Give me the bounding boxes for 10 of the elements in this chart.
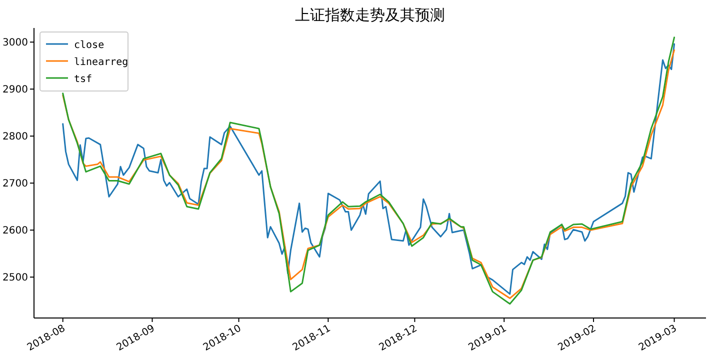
chart-title: 上证指数走势及其预测 — [295, 6, 445, 24]
y-tick-label: 2800 — [2, 132, 28, 143]
y-tick-label: 2600 — [2, 226, 28, 237]
legend-label: close — [74, 40, 104, 51]
y-tick-label: 3000 — [2, 38, 28, 49]
y-tick-label: 2700 — [2, 178, 28, 190]
y-tick-label: 2500 — [2, 272, 28, 284]
legend-label: tsf — [74, 74, 92, 85]
y-tick-label: 2900 — [2, 84, 28, 96]
legend-label: linearreg — [74, 57, 128, 68]
